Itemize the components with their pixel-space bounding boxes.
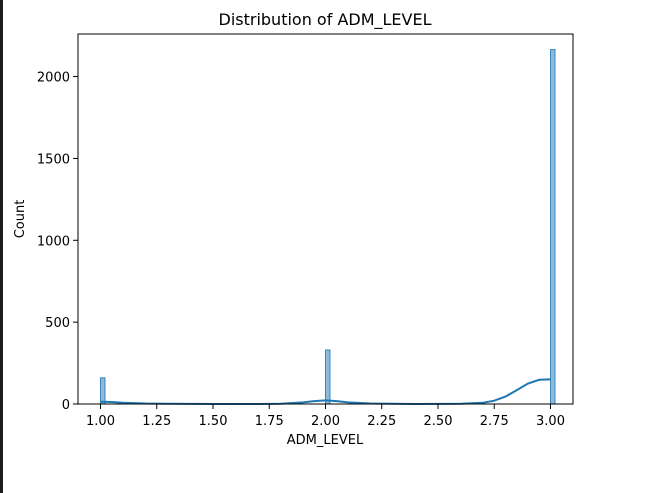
x-tick-label: 1.25 — [142, 414, 171, 429]
window-edge — [0, 0, 3, 493]
plot-frame — [77, 33, 574, 405]
y-tick-label: 1500 — [37, 152, 70, 167]
chart-title: Distribution of ADM_LEVEL — [219, 10, 432, 30]
y-tick-label: 1000 — [37, 234, 70, 249]
histogram-bar — [100, 377, 106, 405]
y-tick-label: 2000 — [37, 71, 70, 86]
x-ticks: 1.00 1.25 1.50 1.75 2.00 2.25 2.50 2.75 3.00 — [86, 404, 565, 429]
bars-layer — [100, 49, 556, 405]
x-tick-label: 3.00 — [536, 414, 565, 429]
y-tick-label: 0 — [62, 398, 70, 413]
x-tick-label: 1.75 — [255, 414, 284, 429]
x-tick-label: 1.00 — [86, 414, 115, 429]
x-axis-label: ADM_LEVEL — [287, 433, 364, 448]
x-tick-label: 2.25 — [367, 414, 396, 429]
y-tick-label: 500 — [45, 316, 70, 331]
x-tick-label: 2.75 — [480, 414, 509, 429]
x-tick-label: 2.00 — [311, 414, 340, 429]
histogram-bar — [550, 49, 556, 405]
histogram-bar — [325, 349, 331, 405]
y-ticks: 0 500 1000 1500 2000 — [37, 71, 78, 413]
x-tick-label: 2.50 — [424, 414, 453, 429]
y-axis-label: Count — [13, 200, 28, 239]
x-tick-label: 1.50 — [199, 414, 228, 429]
